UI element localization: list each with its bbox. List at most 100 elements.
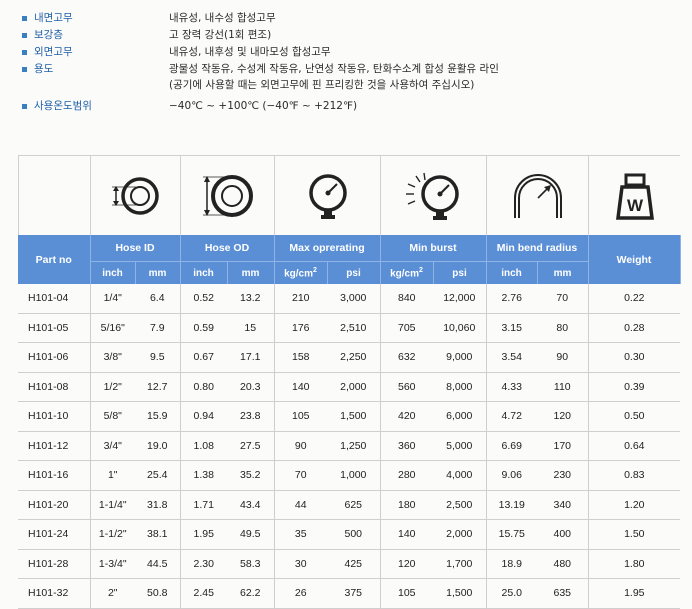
spec-label: 외면고무 [34,46,73,58]
cell-max-op-kgcm2: 210 [274,284,327,314]
cell-max-op-kgcm2: 90 [274,431,327,461]
cell-part-no: H101-32 [18,578,91,609]
cell-min-burst-kgcm2: 360 [380,431,434,461]
cell-max-op-kgcm2: 70 [274,460,327,491]
spec-label: 내면고무 [34,12,73,24]
unit-inch: inch [180,261,228,284]
cell-max-op-kgcm2: 105 [274,401,327,432]
unit-psi: psi [433,261,487,284]
cell-hose-od-inch: 0.80 [180,372,227,402]
cell-weight: 1.95 [588,578,681,609]
cell-min-burst-psi: 5,000 [433,431,487,461]
cell-hose-id-inch: 1/4" [90,284,135,314]
cell-hose-od-mm: 15 [227,313,275,343]
cell-min-burst-kgcm2: 420 [380,401,434,432]
table-row: H101-05 5/16" 7.9 0.59 15 176 2,510 705 10,060 3.… [18,313,681,343]
unit-psi: psi [327,261,381,284]
unit-inch: inch [90,261,136,284]
cell-part-no: H101-24 [18,519,91,550]
spec-value: 내유성, 내후성 및 내마모성 합성고무 [169,44,331,60]
part-no-icon-blank [18,156,91,236]
cell-bend-radius-inch: 6.69 [486,431,538,461]
cell-min-burst-kgcm2: 120 [380,549,434,579]
cell-min-burst-kgcm2: 140 [380,519,434,550]
bullet-icon [22,16,27,21]
cell-hose-od-mm: 20.3 [227,372,275,402]
cell-hose-id-inch: 1/2" [90,372,135,402]
cell-max-op-psi: 1,000 [327,460,381,491]
cell-hose-id-inch: 3/4" [90,431,135,461]
cell-bend-radius-inch: 18.9 [486,549,538,579]
bend-radius-icon [486,156,589,236]
cell-max-op-kgcm2: 30 [274,549,327,579]
cell-weight: 0.39 [588,372,681,402]
table-row: H101-12 3/4" 19.0 1.08 27.5 90 1,250 360 5,000 6.… [18,431,681,461]
cell-part-no: H101-20 [18,490,91,520]
cell-part-no: H101-04 [18,284,91,314]
table-body: H101-04 1/4" 6.4 0.52 13.2 210 3,000 840 12,000 2… [18,284,681,609]
cell-bend-radius-inch: 15.75 [486,519,538,550]
cell-weight: 0.64 [588,431,681,461]
spec-value: −40℃ ~ +100℃ (−40℉ ~ +212℉) [169,98,357,114]
cell-weight: 0.50 [588,401,681,432]
spec-value-line: 내유성, 내후성 및 내마모성 합성고무 [169,46,331,58]
table-row: H101-06 3/8" 9.5 0.67 17.1 158 2,250 632 9,000 3.… [18,342,681,373]
cell-bend-radius-mm: 80 [537,313,589,343]
cell-max-op-psi: 425 [327,549,381,579]
header-hose-id: Hose ID [90,235,181,262]
cell-min-burst-kgcm2: 180 [380,490,434,520]
cell-max-op-psi: 2,250 [327,342,381,373]
cell-hose-id-inch: 1-1/2" [90,519,135,550]
table-row: H101-04 1/4" 6.4 0.52 13.2 210 3,000 840 12,000 2… [18,284,681,314]
spec-label: 보강층 [34,29,63,41]
cell-part-no: H101-05 [18,313,91,343]
cell-hose-od-inch: 1.95 [180,519,227,550]
cell-hose-id-mm: 6.4 [135,284,181,314]
cell-min-burst-psi: 2,500 [433,490,487,520]
cell-bend-radius-inch: 25.0 [486,578,538,609]
cell-bend-radius-mm: 120 [537,401,589,432]
cell-min-burst-psi: 8,000 [433,372,487,402]
cell-max-op-kgcm2: 35 [274,519,327,550]
cell-hose-id-inch: 1-1/4" [90,490,135,520]
cell-part-no: H101-10 [18,401,91,432]
cell-part-no: H101-16 [18,460,91,491]
unit-mm: mm [135,261,181,284]
cell-weight: 1.80 [588,549,681,579]
cell-weight: 1.50 [588,519,681,550]
cell-min-burst-psi: 12,000 [433,284,487,314]
cell-hose-id-inch: 1" [90,460,135,491]
spec-value: 고 장력 강선(1회 편조) [169,27,271,43]
unit-mm: mm [537,261,589,284]
cell-hose-id-mm: 19.0 [135,431,181,461]
pressure-gauge-icon [274,156,381,236]
cell-min-burst-psi: 9,000 [433,342,487,373]
cell-bend-radius-inch: 2.76 [486,284,538,314]
cell-hose-id-inch: 5/16" [90,313,135,343]
cell-max-op-kgcm2: 176 [274,313,327,343]
table-row: H101-28 1-3/4" 44.5 2.30 58.3 30 425 120 1,700 18… [18,549,681,579]
spec-label: 용도 [34,63,54,75]
cell-part-no: H101-08 [18,372,91,402]
cell-hose-od-mm: 58.3 [227,549,275,579]
hose-id-icon [90,156,181,236]
cell-hose-id-mm: 12.7 [135,372,181,402]
spec-value-line: 광물성 작동유, 수성계 작동유, 난연성 작동유, 탄화수소계 합성 윤활유 … [169,63,499,75]
cell-min-burst-psi: 10,060 [433,313,487,343]
cell-weight: 0.22 [588,284,681,314]
cell-hose-id-inch: 2" [90,578,135,609]
header-weight: Weight [588,235,681,284]
header-hose-od: Hose OD [180,235,275,262]
weight-icon: W [588,156,681,236]
bullet-icon [22,104,27,109]
cell-hose-od-inch: 0.67 [180,342,227,373]
unit-kgcm2: kg/cm2 [274,261,328,284]
cell-bend-radius-mm: 480 [537,549,589,579]
cell-bend-radius-mm: 230 [537,460,589,491]
cell-hose-id-mm: 7.9 [135,313,181,343]
cell-bend-radius-mm: 340 [537,490,589,520]
table-row: H101-24 1-1/2" 38.1 1.95 49.5 35 500 140 2,000 15… [18,519,681,550]
table-row: H101-16 1" 25.4 1.38 35.2 70 1,000 280 4,000 9.06… [18,460,681,491]
spec-list: 내면고무 내유성, 내수성 합성고무 보강층 고 장력 강선(1회 편조) 외면고무 내유… [22,10,682,115]
cell-part-no: H101-12 [18,431,91,461]
